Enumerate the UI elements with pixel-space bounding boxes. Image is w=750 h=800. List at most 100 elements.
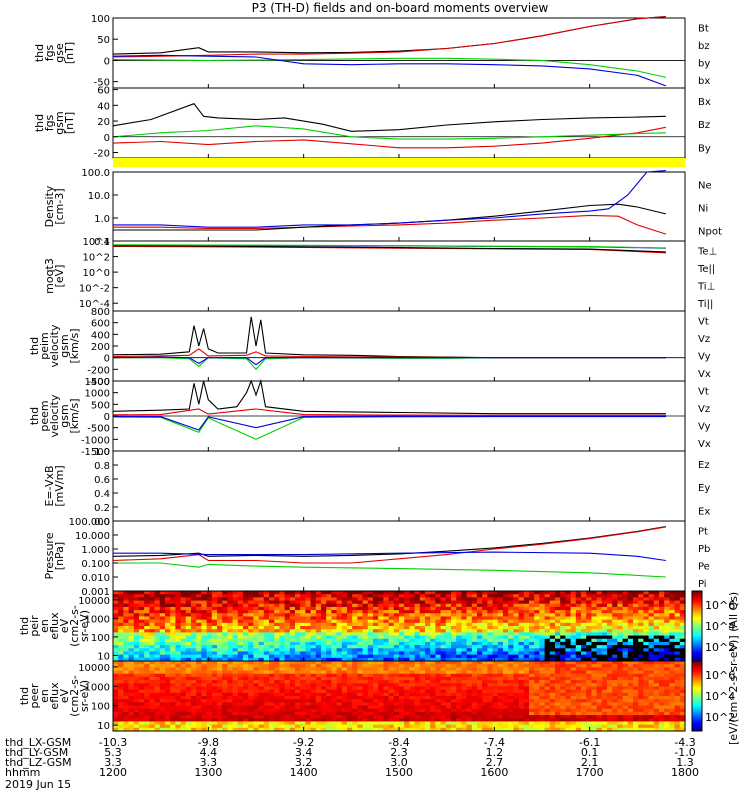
y-axis-label: en (38, 619, 51, 633)
series-line-vx (112, 415, 666, 431)
legend-entry: Te⊥ (697, 247, 717, 258)
y-axis-label: fgs (43, 114, 56, 131)
y-tick-label: 0.0 (94, 517, 110, 528)
legend-entry: bx (698, 76, 710, 87)
y-tick-label: 600 (91, 319, 110, 330)
series-line-vy (112, 416, 666, 440)
y-axis-label: [nPa] (53, 542, 66, 570)
series-line-vx (112, 356, 666, 366)
panel-frame (112, 240, 686, 312)
panel-ion_spectrogram: 10000 1000 100 10 thdpeirenefluxeV(cm2-s-sr-… (18, 590, 735, 662)
y-tick-label: 100 (91, 633, 110, 644)
y-tick-label: 40 (97, 101, 110, 112)
ephemeris-value: -6.1 (579, 736, 600, 749)
y-axis-label: thd (28, 407, 41, 425)
colorbar: 10^6 10^4 10^2 (691, 590, 735, 662)
series-line-pe (113, 562, 666, 578)
y-tick-label: 1.000 (81, 545, 110, 556)
y-tick-label: 0.100 (81, 559, 110, 570)
y-axis-label: sr-eV) (78, 680, 91, 712)
y-axis-label: en (38, 689, 51, 703)
series-line-vt (112, 316, 666, 359)
legend-entry: Vy (698, 352, 711, 363)
y-tick-label: 0.001 (81, 587, 110, 598)
legend-entry: Ez (698, 460, 710, 471)
y-axis-label: gsm (58, 334, 71, 357)
panel-frame (112, 17, 686, 89)
y-tick-label: -200 (87, 365, 110, 376)
y-tick-label: 1000 (85, 614, 110, 625)
ephemeris-value: 3.3 (104, 756, 122, 769)
ephemeris-value: 2.1 (581, 756, 599, 769)
series-line-ti (112, 244, 666, 249)
legend-entry: by (698, 59, 710, 70)
y-tick-label: 0.1 (94, 237, 110, 248)
ephemeris-value: 3.2 (295, 756, 313, 769)
y-tick-label: 200 (91, 342, 110, 353)
y-tick-label: 0 (104, 133, 110, 144)
panel-electron_spectrogram: 10000 1000 100 10 thdpeerenefluxeV(cm2-s-sr-… (18, 660, 735, 732)
ephemeris-row-label: thd_LY-GSM (5, 746, 68, 759)
series-line-npot (113, 170, 666, 228)
series-line-by (112, 57, 667, 78)
ephemeris-row-label: hhmm (5, 766, 40, 779)
series-line-vz (112, 408, 666, 416)
ephemeris-value: 2.3 (390, 746, 408, 759)
date-label: 2019 Jun 15 (5, 778, 71, 791)
y-axis-label: [km/s] (68, 328, 81, 363)
y-axis-label: E=-VxB (43, 465, 56, 506)
ephemeris-value: 4.4 (200, 746, 218, 759)
y-tick-label: 0.2 (94, 503, 110, 514)
y-tick-label: 10.000 (75, 531, 110, 542)
series-line-pb (112, 526, 666, 564)
colorbar-tick-label: 10^4 (705, 690, 735, 703)
y-axis-label: thd (33, 114, 46, 132)
colorbar-tick-label: 10^4 (705, 620, 735, 633)
y-tick-label: -500 (87, 424, 110, 435)
legend-entry: Ti|| (697, 299, 713, 310)
y-tick-label: 400 (91, 330, 110, 341)
panel-density: 100.0 10.0 1.0 0.1 Density[cm-3] Ne Ni Npot (43, 168, 722, 248)
ephemeris-value: 1800 (671, 766, 699, 779)
panel-frame (112, 450, 686, 522)
legend-entry: Vz (698, 334, 710, 345)
colorbar: 10^6 10^4 10^2 (691, 660, 735, 732)
y-axis-label: (cm2-s- (68, 675, 81, 717)
ephemeris-value: 1400 (290, 766, 318, 779)
y-tick-label: -1500 (81, 447, 110, 458)
y-tick-label: -1000 (81, 435, 110, 446)
mode-bar (113, 158, 685, 167)
plot-title: P3 (TH-D) fields and on-board moments ov… (252, 1, 549, 15)
colorbar-tick-label: 10^6 (705, 669, 735, 682)
y-tick-label: 10^2 (83, 253, 110, 264)
series-line-vt (112, 378, 666, 415)
series-line-bz (112, 126, 667, 149)
y-axis-label: [nT] (63, 42, 76, 64)
legend-entry: By (698, 144, 711, 155)
legend-entry: Ex (698, 507, 710, 518)
legend-entry: Bt (698, 24, 709, 35)
series-line-te (112, 245, 666, 253)
ephemeris-value: 1200 (99, 766, 127, 779)
y-axis-label: thd (18, 617, 31, 635)
ephemeris-value: 5.3 (104, 746, 122, 759)
series-line-by (112, 125, 666, 140)
y-tick-label: 20 (97, 117, 110, 128)
legend-entry: Ne (698, 181, 712, 192)
y-axis-label: gsm (58, 404, 71, 427)
ephemeris-value: 3.3 (200, 756, 218, 769)
y-tick-label: 1500 (85, 377, 110, 388)
y-tick-label: 0.010 (81, 573, 110, 584)
ephemeris-value: 0.1 (581, 746, 599, 759)
legend-entry: Te|| (697, 264, 715, 275)
legend-entry: Pe (698, 562, 710, 573)
legend-entry: Pt (698, 527, 708, 538)
series-line-bx (112, 54, 667, 87)
panel-efield: 1.0 0.8 0.6 0.4 0.2 0.0 E=-VxB[mV/m] Ez Ey Ex (43, 447, 710, 528)
y-axis-label: eflux (48, 682, 61, 710)
y-tick-label: -400 (87, 377, 110, 388)
y-tick-label: 10.0 (88, 191, 110, 202)
